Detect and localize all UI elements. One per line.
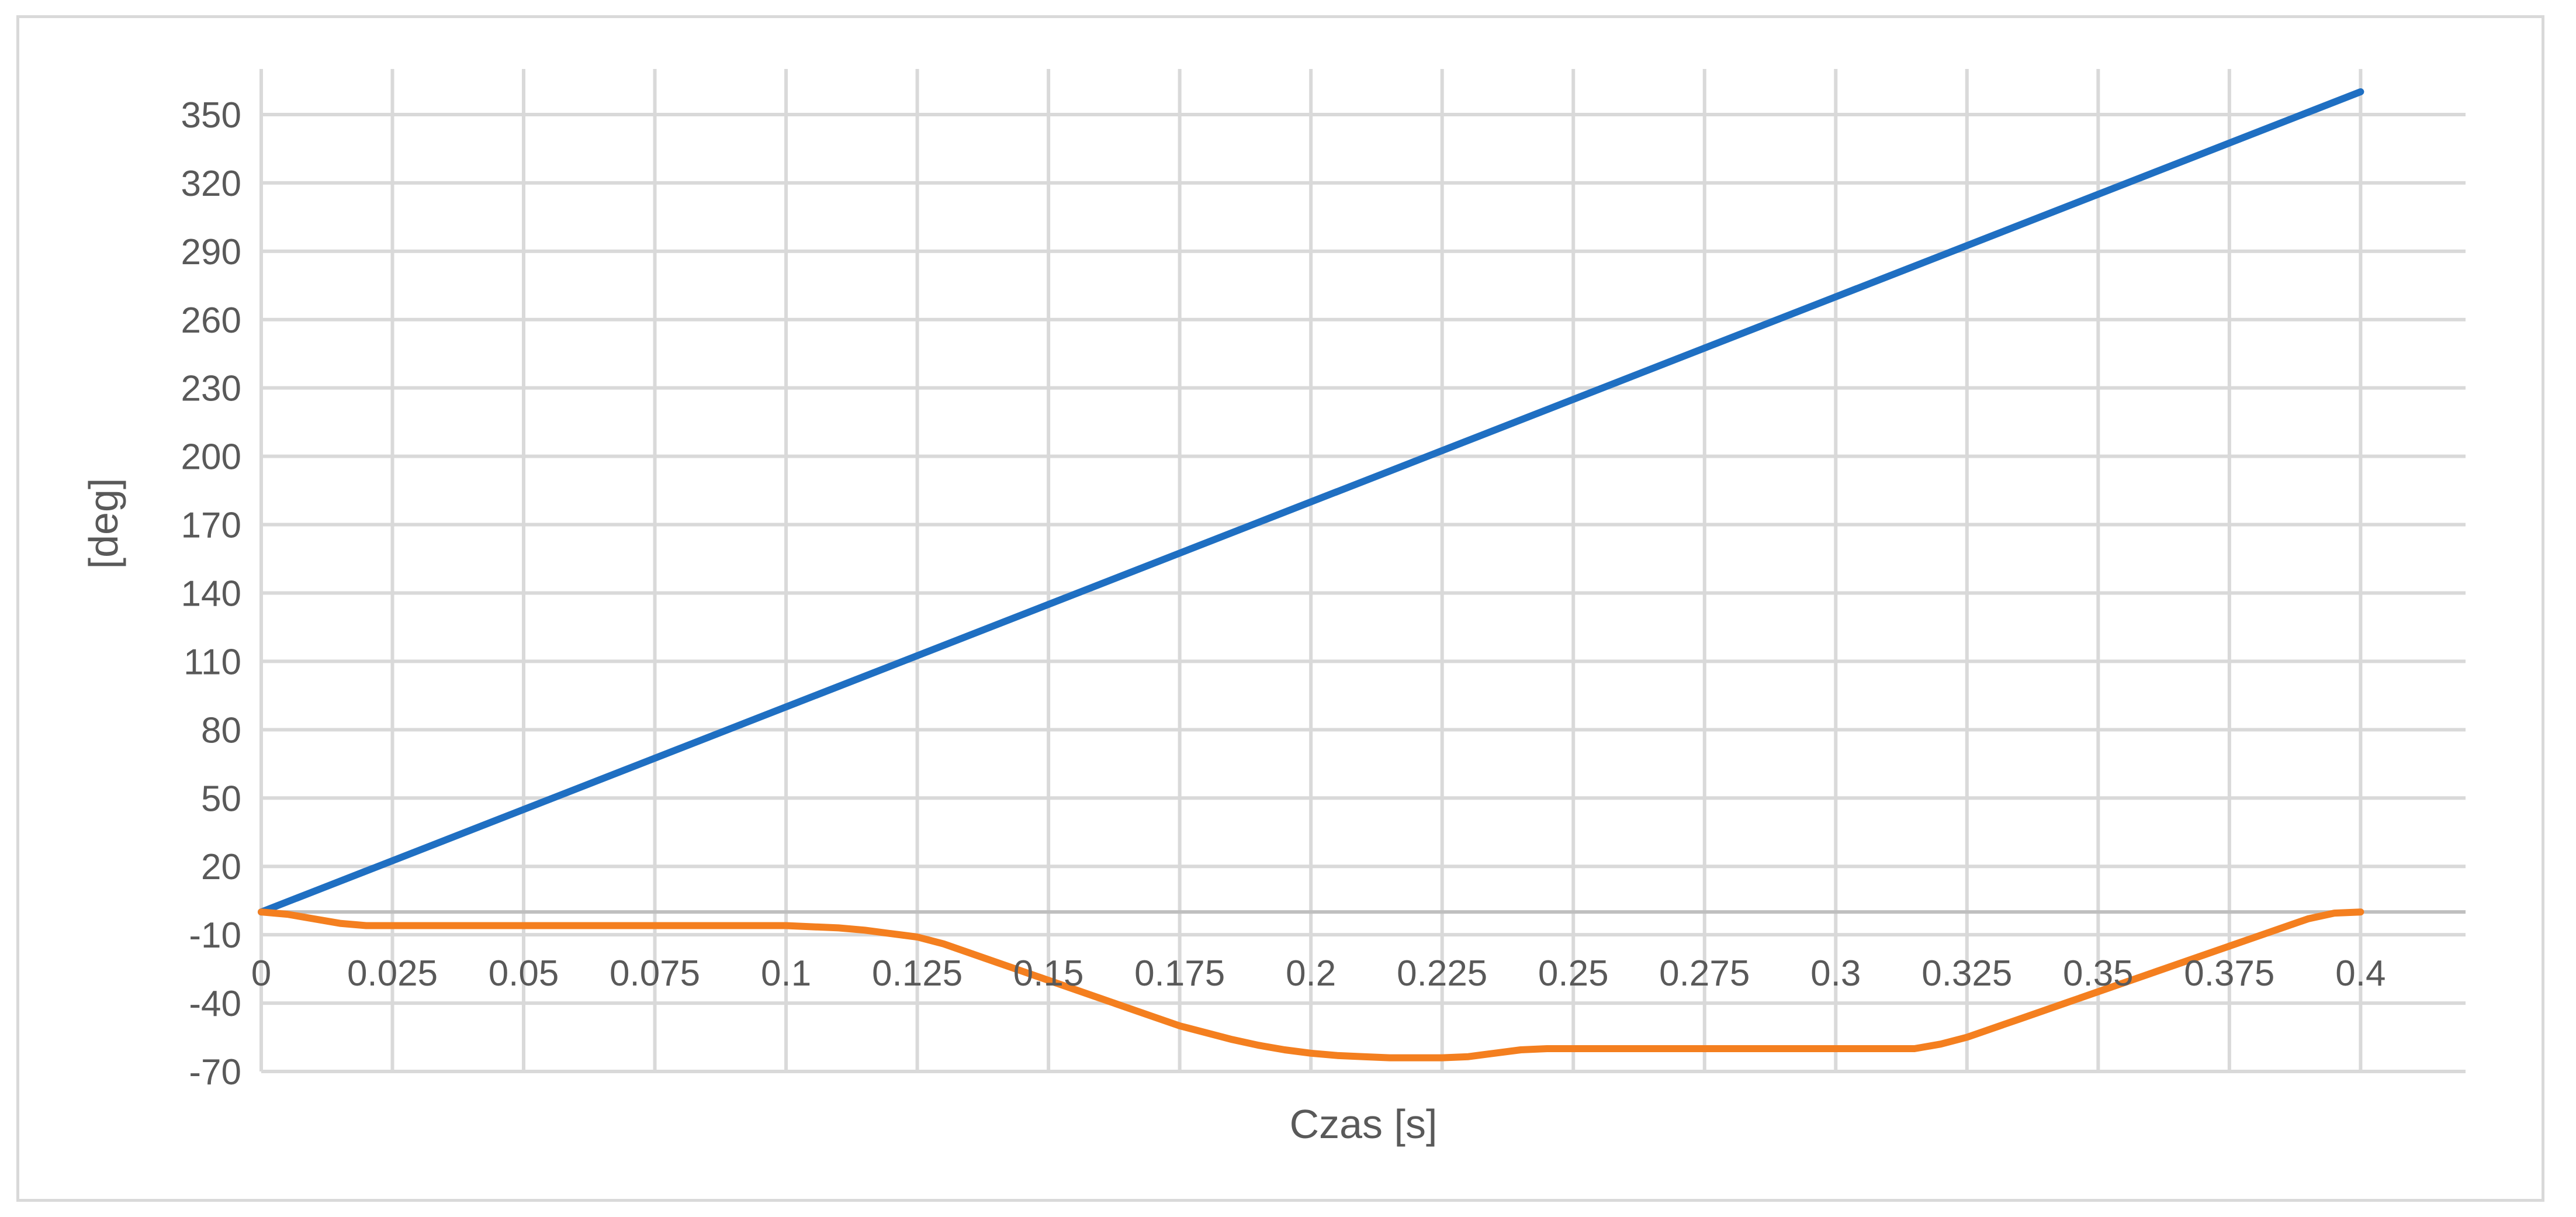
x-tick-label: 0.375: [2184, 953, 2274, 994]
series-line-2: [258, 908, 2364, 1062]
y-tick-label: 230: [181, 369, 241, 409]
x-tick-label: 0: [251, 953, 271, 994]
y-tick-label: 140: [181, 573, 241, 614]
y-axis-title: [deg]: [81, 478, 126, 569]
series-lines: [258, 88, 2364, 1062]
x-tick-label: 0.2: [1286, 953, 1336, 994]
y-tick-label: 20: [201, 847, 241, 887]
y-tick-label: 200: [181, 437, 241, 478]
x-axis-title: Czas [s]: [1290, 1101, 1438, 1147]
x-tick-label: 0.175: [1134, 953, 1225, 994]
y-tick-label: 110: [183, 642, 241, 682]
x-tick-label: 0.075: [610, 953, 700, 994]
x-tick-label: 0.4: [2335, 953, 2385, 994]
y-tick-label: 260: [181, 300, 241, 341]
y-tick-label: 50: [201, 779, 241, 819]
x-tick-label: 0.3: [1810, 953, 1861, 994]
x-tick-label: 0.275: [1659, 953, 1750, 994]
y-tick-label: -70: [189, 1052, 241, 1092]
x-tick-label: 0.325: [1921, 953, 2012, 994]
y-tick-label: 290: [181, 232, 241, 272]
x-tick-label: 0.225: [1397, 953, 1487, 994]
y-axis-tick-labels: 350 320 290 260 230 200 170 140 110 80 50 20 -10 -40 -…: [181, 95, 241, 1092]
x-tick-label: 0.05: [489, 953, 559, 994]
chart-frame: 0 0.025 0.05 0.075 0.1 0.125 0.15 0.175 0.2 0.225…: [16, 15, 2544, 1202]
grid-lines: [259, 69, 2466, 1073]
x-tick-label: 0.025: [347, 953, 438, 994]
y-tick-label: 350: [181, 95, 241, 136]
x-tick-label: 0.1: [761, 953, 811, 994]
y-tick-label: -40: [189, 984, 241, 1024]
line-chart: 0 0.025 0.05 0.075 0.1 0.125 0.15 0.175 0.2 0.225…: [81, 69, 2466, 1147]
y-tick-label: 80: [201, 710, 241, 751]
x-axis-tick-labels: 0 0.025 0.05 0.075 0.1 0.125 0.15 0.175 0.2 0.225…: [251, 953, 2386, 994]
y-tick-label: -10: [189, 915, 241, 956]
y-tick-label: 320: [181, 164, 241, 204]
x-tick-label: 0.125: [872, 953, 962, 994]
x-tick-label: 0.15: [1013, 953, 1084, 994]
y-tick-label: 170: [181, 506, 241, 546]
x-tick-label: 0.35: [2063, 953, 2134, 994]
series-line-1: [258, 88, 2364, 916]
x-tick-label: 0.25: [1538, 953, 1609, 994]
